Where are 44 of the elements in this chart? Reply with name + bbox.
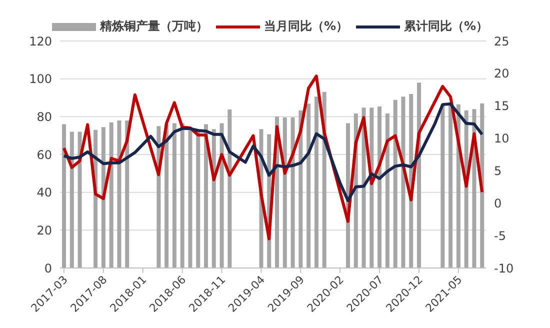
bar xyxy=(290,117,295,268)
y-tick-label: 120 xyxy=(29,34,52,48)
y2-tick-label: 15 xyxy=(494,99,510,114)
bar xyxy=(109,122,114,268)
y2-tick-label: 20 xyxy=(494,66,510,81)
bar xyxy=(220,123,224,268)
bar xyxy=(78,132,82,268)
y-tick-label: 80 xyxy=(36,110,52,124)
bar xyxy=(401,96,406,268)
legend-label: 累计同比（%） xyxy=(404,18,488,35)
y2-tick-label: -10 xyxy=(494,261,514,276)
bar xyxy=(196,130,200,268)
bar xyxy=(228,109,232,268)
bar xyxy=(70,132,74,268)
legend-label: 当月同比（%） xyxy=(264,18,348,35)
bar xyxy=(314,96,318,268)
line-series xyxy=(62,74,484,240)
bar xyxy=(180,123,184,268)
line-series xyxy=(62,102,484,202)
y2-tick-label: -5 xyxy=(494,228,506,243)
bar xyxy=(204,124,208,268)
bar xyxy=(117,120,122,268)
bar xyxy=(378,106,382,268)
bar xyxy=(62,124,66,268)
bar xyxy=(440,105,445,268)
bar xyxy=(164,124,169,268)
bar xyxy=(385,113,390,268)
y-tick-label: 100 xyxy=(29,72,52,86)
bar xyxy=(282,117,287,268)
legend-label: 精炼铜产量（万吨） xyxy=(100,18,208,35)
y-tick-label: 60 xyxy=(36,148,52,162)
y2-tick-label: 25 xyxy=(494,34,510,48)
y-tick-label: 0 xyxy=(44,261,52,276)
bar xyxy=(306,104,311,268)
y2-tick-label: 0 xyxy=(494,196,502,210)
bar xyxy=(101,127,106,268)
bar xyxy=(188,127,192,268)
bar xyxy=(393,100,398,268)
bar xyxy=(172,123,176,268)
y-tick-label: 20 xyxy=(36,223,52,238)
bar xyxy=(480,103,484,268)
y-tick-label: 40 xyxy=(36,186,52,200)
y2-tick-label: 5 xyxy=(494,164,502,178)
y2-tick-label: 10 xyxy=(494,132,510,146)
